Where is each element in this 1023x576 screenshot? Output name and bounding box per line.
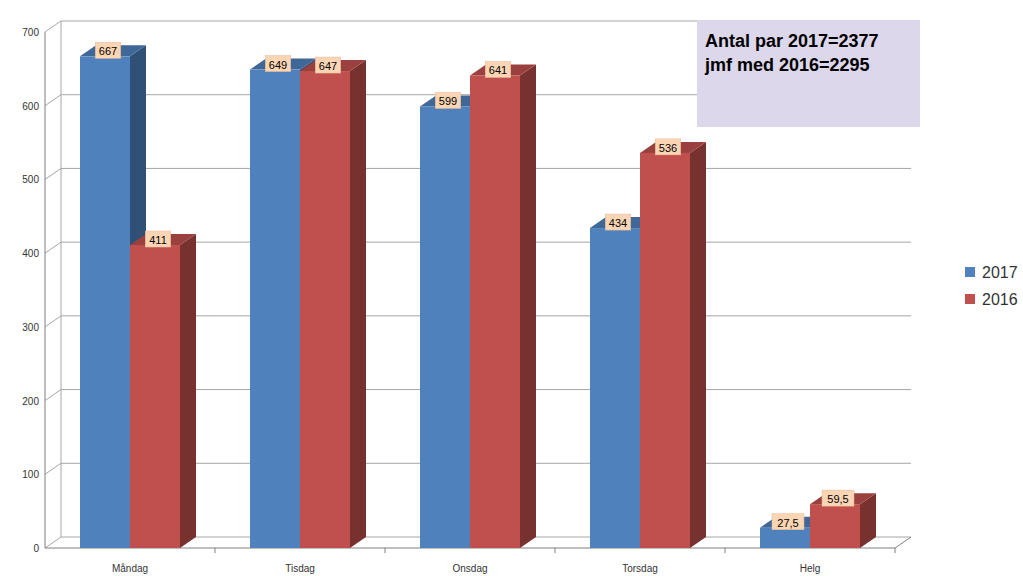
- tick-label: 500: [22, 174, 39, 185]
- tick-label: 700: [22, 27, 39, 38]
- category-label: Helg: [800, 563, 821, 574]
- tick-mark: [45, 537, 61, 548]
- annotation: Antal par 2017=2377 jmf med 2016=2295: [697, 20, 920, 127]
- bar-group: [810, 493, 876, 548]
- data-label-box: [95, 42, 121, 58]
- bar: [760, 528, 810, 548]
- tick-mark: [45, 168, 61, 179]
- category-label: Tisdag: [285, 563, 315, 574]
- legend-swatch: [965, 267, 975, 277]
- bar: [470, 75, 520, 548]
- category-label: Onsdag: [452, 563, 487, 574]
- bar: [590, 228, 640, 548]
- bar-top: [130, 234, 196, 245]
- annotation-text: Antal par 2017=2377: [705, 31, 879, 51]
- data-label: 411: [149, 234, 167, 246]
- bar-top: [300, 60, 366, 71]
- category-label: Måndag: [112, 563, 148, 574]
- bar-top: [80, 45, 146, 56]
- x-tick: [215, 548, 216, 553]
- bar: [420, 106, 470, 548]
- data-label: 59,5: [827, 493, 848, 505]
- legend-swatch: [965, 294, 975, 304]
- chart: 0 100 200 300 400 500 600 700 Måndag Tisdag Onsdag…: [0, 0, 1023, 576]
- data-label-box: [772, 514, 804, 530]
- bar-group: [130, 234, 196, 548]
- x-tick: [385, 548, 386, 553]
- legend-label: 2016: [982, 291, 1018, 308]
- category-label: Torsdag: [622, 563, 658, 574]
- tick-label: 100: [22, 469, 39, 480]
- floor-edge: [895, 537, 911, 548]
- bar-group: [640, 142, 706, 548]
- tick-mark: [45, 242, 61, 253]
- bar: [300, 71, 350, 548]
- bar-side: [690, 142, 706, 548]
- bar: [640, 153, 690, 548]
- tick-label: 200: [22, 396, 39, 407]
- tick-mark: [45, 316, 61, 327]
- bar: [80, 56, 130, 548]
- data-label: 27,5: [777, 517, 798, 529]
- data-label: 641: [489, 64, 507, 76]
- data-label-box: [605, 214, 631, 230]
- tick-label: 300: [22, 322, 39, 333]
- bar: [130, 245, 180, 548]
- bar-side: [180, 234, 196, 548]
- data-label: 667: [99, 45, 117, 57]
- data-label-box: [822, 490, 854, 506]
- data-label-box: [435, 92, 461, 108]
- data-label: 536: [659, 142, 677, 154]
- data-label: 434: [609, 217, 627, 229]
- data-label-box: [485, 61, 511, 77]
- bar: [250, 70, 300, 548]
- x-tick: [555, 548, 556, 553]
- bar-top: [470, 64, 536, 75]
- tick-label: 0: [33, 543, 39, 554]
- data-label-box: [655, 139, 681, 155]
- bar-group: [470, 64, 536, 548]
- data-label-box: [145, 231, 171, 247]
- tick-label: 400: [22, 248, 39, 259]
- tick-mark: [45, 463, 61, 474]
- annotation-box: [697, 20, 920, 127]
- tick-mark: [45, 95, 61, 106]
- data-label: 599: [439, 95, 457, 107]
- tick-mark: [45, 390, 61, 401]
- x-tick: [895, 548, 896, 553]
- y-axis-line: [45, 32, 46, 548]
- x-tick: [725, 548, 726, 553]
- data-label-box: [315, 57, 341, 73]
- legend: 2017 2016: [965, 264, 1018, 308]
- back-wall-line: [61, 21, 62, 537]
- data-label: 647: [319, 60, 337, 72]
- bar: [810, 504, 860, 548]
- bar-side: [350, 60, 366, 548]
- tick-label: 600: [22, 101, 39, 112]
- tick-mark: [45, 21, 61, 32]
- data-label-box: [265, 56, 291, 72]
- bar-top: [810, 493, 876, 504]
- annotation-text: jmf med 2016=2295: [704, 55, 870, 75]
- bar-top: [640, 142, 706, 153]
- legend-label: 2017: [982, 264, 1018, 281]
- data-label: 649: [269, 59, 287, 71]
- bar-group: [300, 60, 366, 548]
- bar-side: [520, 64, 536, 548]
